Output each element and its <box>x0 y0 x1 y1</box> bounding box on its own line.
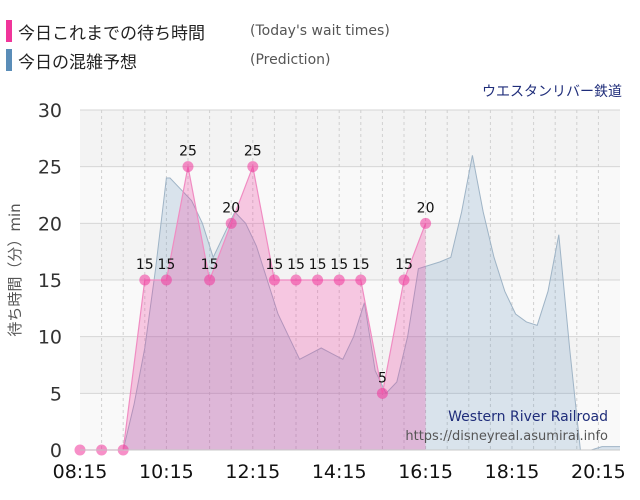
data-label: 25 <box>244 144 262 160</box>
x-tick-label: 08:15 <box>53 461 108 483</box>
legend-today-en: (Today's wait times) <box>250 23 390 39</box>
x-tick-label: 16:15 <box>398 461 453 483</box>
plot-band <box>80 110 620 167</box>
data-label: 15 <box>395 257 413 273</box>
plot-band <box>80 336 620 394</box>
today-point <box>376 387 388 399</box>
y-tick-label: 15 <box>38 270 62 292</box>
data-label: 20 <box>417 200 435 216</box>
data-label: 20 <box>222 200 240 216</box>
today-point <box>225 217 237 229</box>
y-tick-label: 0 <box>50 440 62 462</box>
today-point <box>398 274 410 286</box>
y-axis-label: 待ち時間（分）min <box>6 203 24 336</box>
y-tick-label: 20 <box>38 213 62 235</box>
x-tick-label: 12:15 <box>225 461 280 483</box>
watermark-title: Western River Railroad <box>448 409 608 425</box>
watermark-url: https://disneyreal.asumirai.info <box>405 429 608 444</box>
legend-prediction: 今日の混雑予想 (Prediction) <box>0 48 331 73</box>
today-series <box>74 161 432 456</box>
today-point <box>204 274 216 286</box>
plot-background <box>80 110 620 450</box>
today-point <box>420 217 432 229</box>
data-label: 25 <box>179 144 197 160</box>
legend-today-label: 今日これまでの待ち時間 <box>18 23 205 44</box>
today-point <box>333 274 345 286</box>
today-point <box>182 161 194 173</box>
legend-today-swatch <box>6 20 12 42</box>
today-point <box>312 274 324 286</box>
legend-prediction-swatch <box>6 49 12 71</box>
today-point <box>247 161 259 173</box>
y-tick-label: 25 <box>38 157 62 179</box>
attraction-name: ウエスタンリバー鉄道 <box>482 84 622 100</box>
y-tick-label: 10 <box>38 327 62 349</box>
today-point <box>290 274 302 286</box>
prediction-area <box>80 155 620 451</box>
today-point <box>160 274 172 286</box>
legend-today: 今日これまでの待ち時間 (Today's wait times) <box>0 19 390 44</box>
data-label: 15 <box>330 257 348 273</box>
x-tick-label: 14:15 <box>312 461 367 483</box>
data-label: 15 <box>136 257 154 273</box>
today-area <box>80 166 426 450</box>
y-tick-label: 30 <box>38 100 62 122</box>
data-label: 15 <box>309 257 327 273</box>
x-tick-label: 10:15 <box>139 461 194 483</box>
data-label: 15 <box>287 257 305 273</box>
today-point <box>355 274 367 286</box>
plot-band <box>80 166 620 224</box>
data-label: 5 <box>378 370 387 386</box>
plot-band <box>80 223 620 280</box>
legend-prediction-label: 今日の混雑予想 <box>18 52 137 73</box>
legend-prediction-en: (Prediction) <box>250 52 331 68</box>
axes: 0 5 10 15 20 25 30 08:15 10:15 12:15 14:15 16:15 18:… <box>6 100 626 483</box>
prediction-series <box>80 155 620 451</box>
plot-band <box>80 393 620 450</box>
data-label: 15 <box>352 257 370 273</box>
y-tick-label: 5 <box>50 383 62 405</box>
x-tick-label: 18:15 <box>485 461 540 483</box>
data-label: 15 <box>265 257 283 273</box>
today-point <box>268 274 280 286</box>
prediction-line <box>80 155 620 451</box>
plot-band <box>80 280 620 337</box>
data-label: 15 <box>157 257 175 273</box>
x-tick-label: 20:15 <box>571 461 626 483</box>
data-label: 15 <box>201 257 219 273</box>
today-point <box>139 274 151 286</box>
